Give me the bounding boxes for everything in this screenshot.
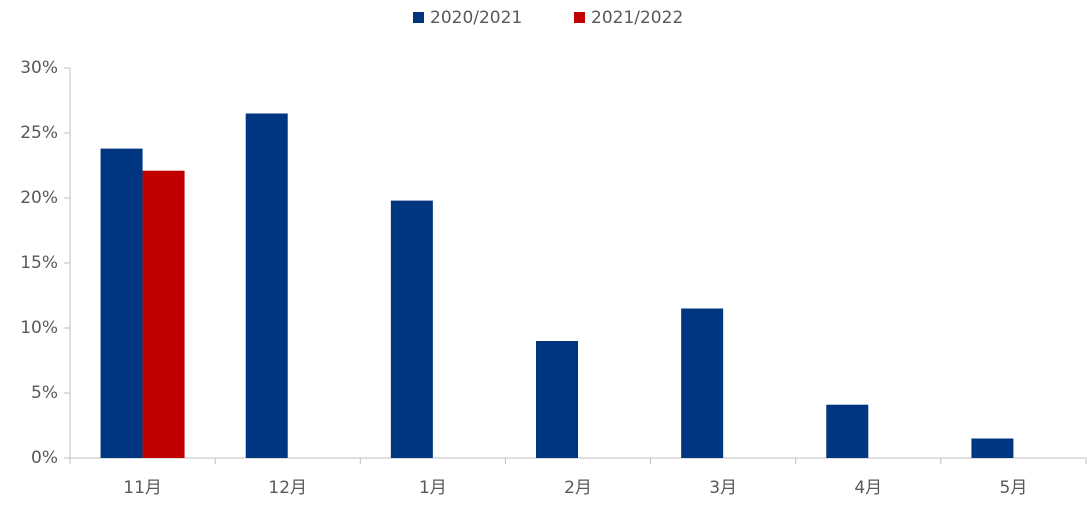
x-tick-label: 4月 — [854, 478, 882, 498]
bar — [826, 404, 869, 458]
legend-swatch — [574, 12, 585, 23]
y-tick-label: 0% — [31, 448, 58, 468]
x-tick-label: 1月 — [419, 478, 447, 498]
y-tick-label: 10% — [20, 318, 58, 338]
x-tick-label: 5月 — [1000, 478, 1028, 498]
x-tick-label: 3月 — [709, 478, 737, 498]
bar — [971, 438, 1014, 458]
y-tick-label: 15% — [20, 253, 58, 273]
x-tick-label: 12月 — [268, 478, 307, 498]
y-tick-label: 5% — [31, 383, 58, 403]
x-tick-label: 2月 — [564, 478, 592, 498]
bar — [390, 200, 433, 458]
x-tick-label: 11月 — [123, 478, 162, 498]
bar — [681, 308, 724, 458]
y-tick-label: 30% — [20, 58, 58, 78]
legend-label: 2021/2022 — [591, 8, 683, 28]
bar — [536, 341, 578, 458]
bar — [100, 148, 143, 458]
bar — [142, 170, 185, 458]
legend-swatch — [413, 12, 424, 23]
legend-label: 2020/2021 — [430, 8, 522, 28]
y-tick-label: 25% — [20, 123, 58, 143]
y-tick-label: 20% — [20, 188, 58, 208]
bar — [245, 113, 288, 458]
